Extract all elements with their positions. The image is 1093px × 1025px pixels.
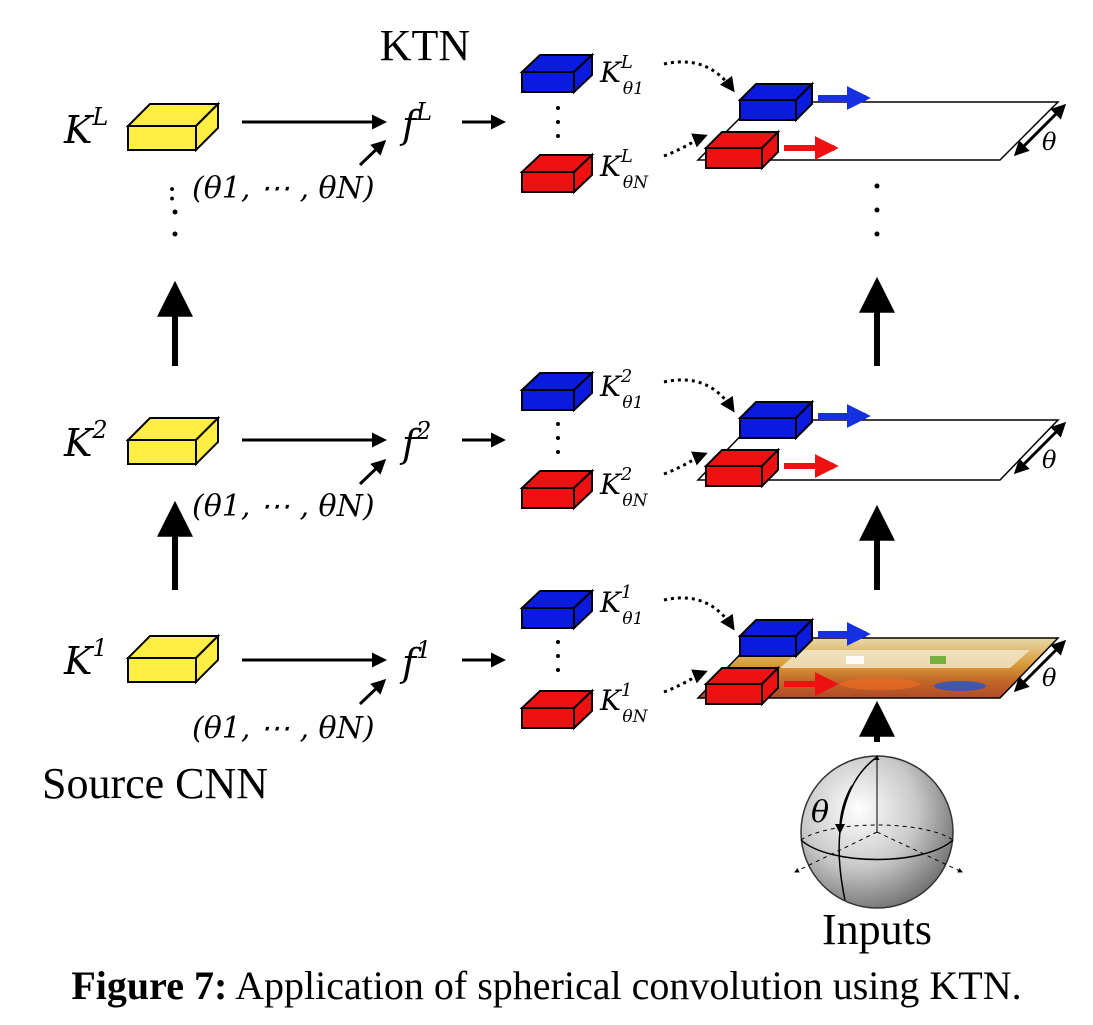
- source-colon-L: :: [167, 173, 177, 208]
- ktn-group-1: K1 θ1 K1 θN: [519, 582, 735, 731]
- plane-kernel-red-1: [703, 665, 781, 707]
- theta-tuple-2: (θ1, ⋯ , θN): [192, 489, 375, 524]
- ktn-group-2: K2 θ1 K2 θN: [519, 366, 735, 511]
- source-vdots: [172, 209, 178, 237]
- ktn-kernel-top-cube-2: [519, 370, 595, 413]
- ktn-kernel-bottom-label-L: KL θN: [599, 146, 649, 193]
- theta-tuple-L: (θ1, ⋯ , θN): [192, 171, 375, 206]
- source-cnn-label: Source CNN: [42, 759, 268, 808]
- plane-kernel-red-L: [703, 129, 781, 171]
- ktn-kernel-top-label-1: K1 θ1: [599, 582, 643, 629]
- ktn-diagram: KTN KL fL (θ1, ⋯ , θN) : K2 f2 (θ1: [42, 21, 1067, 954]
- ktn-kernel-top-cube-L: [519, 52, 595, 95]
- feature-plane-L: θ: [696, 81, 1067, 171]
- ktn-label: KTN: [380, 21, 470, 70]
- plane-kernel-blue-1: [737, 617, 815, 659]
- feature-plane-1: θ: [696, 617, 1067, 707]
- source-kernel-label-L: KL: [63, 103, 108, 152]
- source-row-1: K1 f1 (θ1, ⋯ , θN): [63, 633, 506, 746]
- ktn-kernel-bottom-label-1: K1 θN: [599, 680, 649, 727]
- inputs-label: Inputs: [822, 905, 932, 954]
- source-kernel-label-2: K2: [63, 416, 108, 465]
- theta-label-1: θ: [1042, 664, 1057, 692]
- source-kernel-label-1: K1: [63, 634, 108, 683]
- feature-plane-2: θ: [696, 399, 1067, 489]
- ktn-kernel-bottom-cube-L: [519, 152, 595, 195]
- source-kernel-cube-1: [125, 633, 221, 685]
- source-row-2: K2 f2 (θ1, ⋯ , θN): [63, 415, 506, 524]
- ktn-kernel-bottom-cube-2: [519, 468, 595, 511]
- source-row-L: KL fL (θ1, ⋯ , θN) :: [63, 98, 506, 208]
- ktn-kernel-bottom-label-2: K2 θN: [599, 464, 649, 511]
- ktn-kernel-bottom-cube-1: [519, 688, 595, 731]
- theta-tuple-1: (θ1, ⋯ , θN): [192, 711, 375, 746]
- plane-kernel-red-2: [703, 447, 781, 489]
- ktn-kernel-top-label-2: K2 θ1: [599, 366, 643, 413]
- ktn-group-L: KL θ1 KL θN: [519, 52, 735, 195]
- right-vdots: [874, 183, 880, 237]
- input-sphere: θ: [794, 755, 963, 909]
- sphere-theta-label: θ: [811, 795, 829, 830]
- caption-prefix: Figure 7:: [71, 963, 228, 1008]
- source-kernel-cube-L: [125, 101, 221, 153]
- theta-label-2: θ: [1042, 446, 1057, 474]
- ktn-kernel-top-cube-1: [519, 588, 595, 631]
- plane-kernel-blue-L: [737, 81, 815, 123]
- source-kernel-cube-2: [125, 415, 221, 467]
- plane-kernel-blue-2: [737, 399, 815, 441]
- theta-label-L: θ: [1042, 128, 1057, 156]
- function-label-2: f2: [399, 417, 431, 466]
- figure-caption: Figure 7: Application of spherical convo…: [0, 962, 1093, 1009]
- function-label-1: f1: [399, 636, 431, 685]
- ktn-kernel-top-label-L: KL θ1: [599, 52, 644, 99]
- caption-text: Application of spherical convolution usi…: [227, 963, 1022, 1008]
- function-label-L: fL: [399, 98, 432, 147]
